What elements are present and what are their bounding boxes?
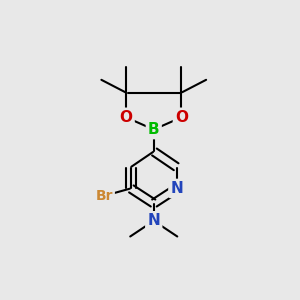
Text: O: O: [119, 110, 133, 125]
Text: B: B: [148, 122, 160, 137]
Text: N: N: [147, 213, 160, 228]
Text: N: N: [170, 181, 183, 196]
Text: Br: Br: [95, 189, 113, 203]
Text: O: O: [175, 110, 188, 125]
